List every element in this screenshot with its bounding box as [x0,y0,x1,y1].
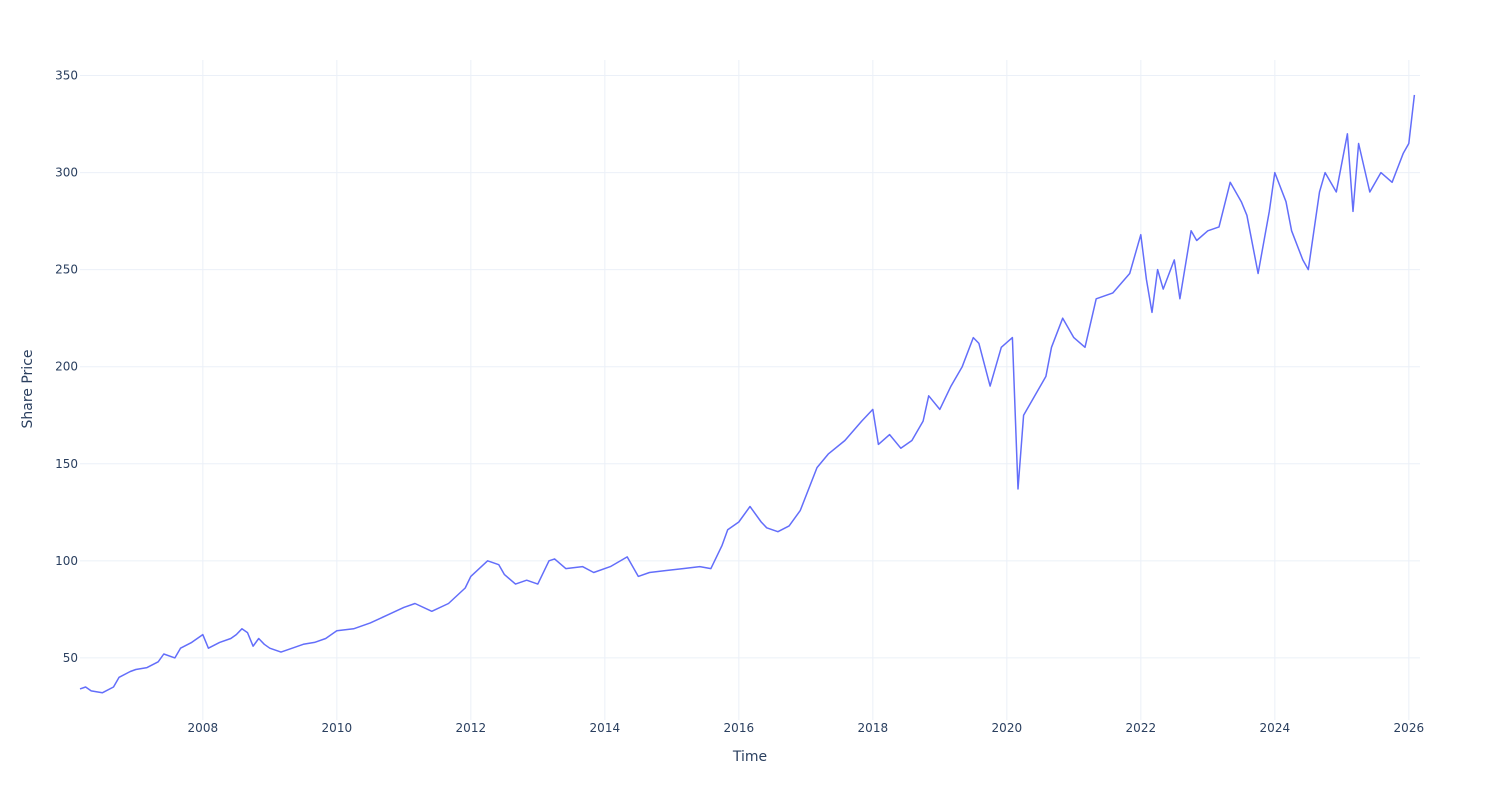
x-tick-label: 2018 [858,721,889,735]
x-tick-label: 2024 [1260,721,1291,735]
y-tick-label: 300 [55,166,78,180]
x-tick-label: 2012 [456,721,487,735]
y-axis-title: Share Price [20,349,36,428]
x-tick-labels: 2008 2010 2012 2014 2016 2018 2020 2022 2024 2026 [188,721,1425,735]
x-tick-label: 2016 [724,721,755,735]
x-axis-title: Time [732,749,767,765]
share-price-line [79,94,1416,694]
x-tick-label: 2010 [322,721,353,735]
x-tick-label: 2020 [992,721,1023,735]
x-tick-label: 2026 [1394,721,1425,735]
y-tick-label: 50 [63,651,78,665]
y-tick-label: 250 [55,263,78,277]
y-tick-label: 200 [55,360,78,374]
x-tick-label: 2022 [1126,721,1157,735]
x-tick-label: 2008 [188,721,219,735]
y-tick-label: 150 [55,457,78,471]
y-tick-labels: 50 100 150 200 250 300 350 [55,69,78,665]
y-tick-label: 350 [55,69,78,83]
y-tick-label: 100 [55,554,78,568]
x-tick-label: 2014 [590,721,621,735]
grid-lines [80,60,1420,720]
